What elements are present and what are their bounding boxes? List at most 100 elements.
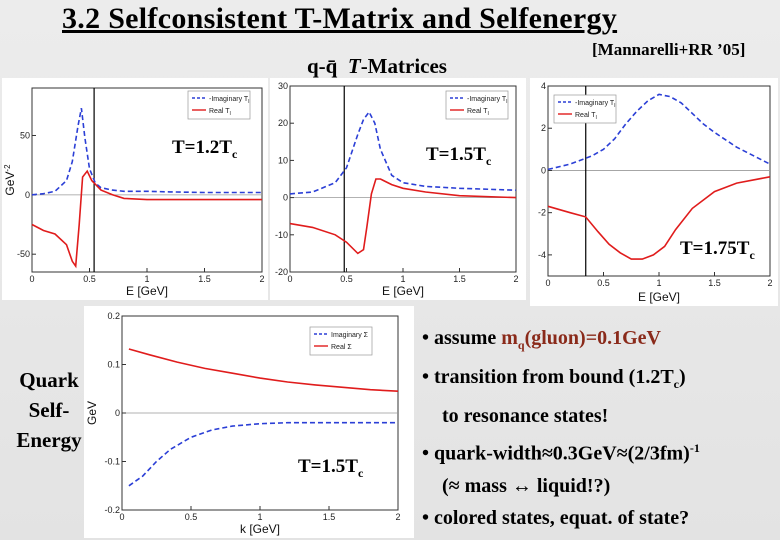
legend-label: Real TI xyxy=(467,108,489,117)
x-tick-label: 0 xyxy=(287,274,292,284)
y-tick-label: -4 xyxy=(538,250,546,260)
y-axis-label-sup: -2 xyxy=(3,164,12,172)
legend-label-sub: I xyxy=(614,103,615,109)
bullet-1: • assume mq(gluon)=0.1GeV xyxy=(422,327,661,352)
temperature-label-1: T=1.2Tc xyxy=(172,137,238,161)
y-tick-label: -0.1 xyxy=(104,457,120,467)
quark-selfenergy-label: Quark Self- Energy xyxy=(4,365,94,455)
y-tick-label: 20 xyxy=(278,118,288,128)
x-tick-label: 1.5 xyxy=(198,274,211,284)
temperature-label-3: T=1.75Tc xyxy=(680,238,755,262)
y-axis-label: GeV xyxy=(85,401,99,425)
y-tick-label: 10 xyxy=(278,155,288,165)
bullet-4: • colored states, equat. of state? xyxy=(422,506,690,529)
x-tick-label: 1 xyxy=(257,512,262,522)
x-tick-label: 2 xyxy=(259,274,264,284)
subtitle-suffix: -Matrices xyxy=(360,54,447,78)
series-imaginary-line xyxy=(31,108,262,196)
x-axis-label: E [GeV] xyxy=(126,284,168,298)
x-tick-label: 0.5 xyxy=(185,512,198,522)
side-label-line3: Energy xyxy=(16,428,82,452)
x-tick-label: 0.5 xyxy=(83,274,96,284)
y-tick-label: 0 xyxy=(283,193,288,203)
legend-box xyxy=(187,90,251,120)
temperature-label-4: T=1.5Tc xyxy=(298,456,364,480)
x-tick-label: 0.5 xyxy=(340,274,353,284)
series-real-line xyxy=(31,169,262,269)
legend-label: Imaginary Σ xyxy=(331,332,369,339)
y-tick-label: 50 xyxy=(20,130,30,140)
x-tick-label: 2 xyxy=(513,274,518,284)
y-tick-label: 0.2 xyxy=(107,311,120,321)
legend-label-sub: I xyxy=(488,111,489,117)
x-axis-label: E [GeV] xyxy=(382,284,424,298)
y-tick-label: 0 xyxy=(541,165,546,175)
chart-panel-1-75tc: 0 0.5 1 1.5 2 -4 -2 0 2 4 E [GeV] -Imaginary TI Real… xyxy=(530,78,778,306)
y-tick-label: -0.2 xyxy=(104,505,120,515)
y-tick-label: -10 xyxy=(275,230,288,240)
legend-label: -Imaginary TI xyxy=(575,100,616,109)
legend-label-sub: I xyxy=(506,99,507,105)
y-tick-label: -50 xyxy=(17,249,30,259)
legend-box xyxy=(309,326,373,356)
y-tick-label: -2 xyxy=(538,208,546,218)
legend-label: -Imaginary TI xyxy=(467,96,508,105)
chart-svg: 0 0.5 1 1.5 2 -4 -2 0 2 4 E [GeV] -Imaginary TI Real… xyxy=(538,81,773,304)
x-tick-label: 0 xyxy=(119,512,124,522)
bullet-3-continued: (≈ mass ↔ liquid!?) xyxy=(442,474,611,497)
legend-label-sub: I xyxy=(248,99,249,105)
series-real-line xyxy=(128,348,399,392)
x-tick-label: 1 xyxy=(400,274,405,284)
legend-label: Real TI xyxy=(575,112,597,121)
legend-label: Real TI xyxy=(209,108,231,117)
citation: [Mannarelli+RR ’05] xyxy=(592,40,746,59)
x-tick-label: 0 xyxy=(545,278,550,288)
series-imaginary-line xyxy=(128,421,398,487)
chart-panel-1-2tc: 0 0.5 1 1.5 2 -50 0 50 E [GeV] GeV-2 -Imaginary TI… xyxy=(2,78,268,300)
chart-panel-1-5tc: 0 0.5 1 1.5 2 -20 -10 0 10 20 30 E [GeV] -Imaginary … xyxy=(270,78,526,300)
series-imaginary-line xyxy=(289,110,517,195)
legend-label-sub: I xyxy=(230,111,231,117)
x-axis-label: k [GeV] xyxy=(240,522,280,536)
x-tick-label: 0.5 xyxy=(597,278,610,288)
x-tick-label: 1.5 xyxy=(453,274,466,284)
legend-label: Real Σ xyxy=(331,344,352,351)
temperature-label-2: T=1.5Tc xyxy=(426,144,492,168)
x-tick-label: 1 xyxy=(144,274,149,284)
y-tick-label: 4 xyxy=(541,81,546,91)
bullet-2-continued: to resonance states! xyxy=(442,405,609,427)
legend-box xyxy=(553,94,617,124)
side-label-line2: Self- xyxy=(28,398,70,422)
chart-group-title: q-q̄ T-Matrices xyxy=(307,54,447,79)
bullet-3: • quark-width≈0.3GeV≈(2/3fm)-1 xyxy=(422,441,700,465)
x-tick-label: 1 xyxy=(656,278,661,288)
x-tick-label: 2 xyxy=(767,278,772,288)
y-tick-label: 0.1 xyxy=(107,360,120,370)
series-imaginary-line xyxy=(547,93,771,171)
slide-title: 3.2 Selfconsistent T-Matrix and Selfener… xyxy=(62,2,618,35)
y-axis-label: GeV-2 xyxy=(3,164,17,196)
bullet-list: • assume mq(gluon)=0.1GeV • transition f… xyxy=(422,322,778,534)
chart-panel-selfenergy: 0 0.5 1 1.5 2 -0.2 -0.1 0 0.1 0.2 k [GeV] GeV Imagin… xyxy=(84,306,414,538)
chart-svg: 0 0.5 1 1.5 2 -50 0 50 E [GeV] GeV-2 -Imaginary TI… xyxy=(3,87,265,298)
legend-label: -Imaginary TI xyxy=(209,96,250,105)
x-tick-label: 1.5 xyxy=(708,278,721,288)
chart-svg: 0 0.5 1 1.5 2 -0.2 -0.1 0 0.1 0.2 k [GeV] GeV Imagin… xyxy=(85,311,401,536)
x-tick-label: 0 xyxy=(29,274,34,284)
subtitle-italic: T xyxy=(347,54,361,78)
y-tick-label: 2 xyxy=(541,123,546,133)
y-tick-label: 30 xyxy=(278,81,288,91)
series-real-line xyxy=(547,176,771,260)
y-tick-label: 0 xyxy=(115,408,120,418)
x-tick-label: 2 xyxy=(395,512,400,522)
x-axis-label: E [GeV] xyxy=(638,290,680,304)
chart-svg: 0 0.5 1 1.5 2 -20 -10 0 10 20 30 E [GeV] -Imaginary … xyxy=(275,81,519,298)
legend-label-sub: I xyxy=(596,115,597,121)
y-tick-label: -20 xyxy=(275,267,288,277)
x-tick-label: 1.5 xyxy=(323,512,336,522)
bullet-2: • transition from bound (1.2Tc) xyxy=(422,366,686,391)
series-real-line xyxy=(289,178,517,255)
y-tick-label: 0 xyxy=(25,190,30,200)
legend-box xyxy=(445,90,509,120)
side-label-line1: Quark xyxy=(19,368,79,392)
